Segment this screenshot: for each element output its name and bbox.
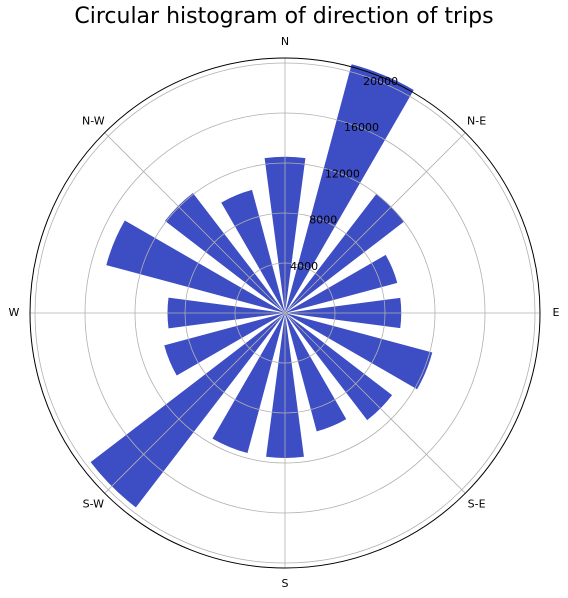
angular-gridline (284, 312, 466, 494)
histogram-bar (221, 189, 285, 313)
direction-label-s-w: S-W (83, 498, 105, 511)
labels-layer: N N-E E S-E S S-W W N-W 4000 8000 12000 16000 20000 (9, 35, 560, 590)
direction-label-n-w: N-W (82, 114, 105, 127)
grid-layer (29, 57, 541, 569)
radial-tick-label: 12000 (325, 167, 360, 180)
direction-label-n-e: N-E (467, 114, 486, 127)
histogram-bar (285, 313, 433, 390)
radial-tick-label: 16000 (344, 121, 379, 134)
direction-label-s-e: S-E (468, 498, 486, 511)
direction-label-n: N (281, 35, 289, 48)
radial-tick-label: 4000 (290, 260, 318, 273)
histogram-bar (285, 254, 398, 313)
radial-tick-label: 20000 (363, 75, 398, 88)
angular-gridline (284, 132, 466, 314)
direction-label-s: S (282, 577, 289, 590)
radial-tick-label: 8000 (309, 214, 337, 227)
angular-gridline (104, 132, 286, 314)
direction-label-e: E (553, 306, 560, 319)
histogram-bar (164, 313, 285, 376)
chart-title: Circular histogram of direction of trips (74, 4, 494, 29)
polar-frame (29, 57, 541, 569)
histogram-bar (285, 64, 414, 313)
histogram-bar (212, 313, 285, 454)
direction-label-w: W (9, 306, 20, 319)
angular-gridline (104, 312, 286, 494)
